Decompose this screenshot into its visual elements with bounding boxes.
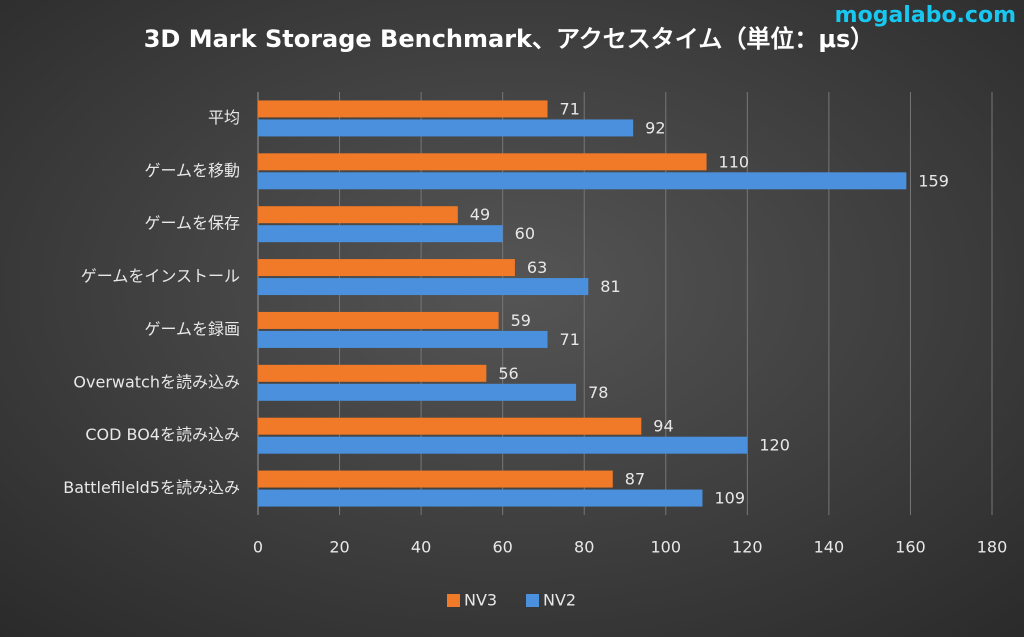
data-label: 59 [511, 311, 531, 330]
x-tick-label: 120 [732, 538, 763, 557]
bar [258, 206, 458, 224]
y-tick-label: ゲームをインストール [81, 267, 240, 286]
data-label: 120 [759, 436, 790, 455]
bar [258, 383, 577, 401]
data-label: 94 [653, 417, 673, 436]
data-label: 109 [714, 489, 745, 508]
data-label: 159 [918, 171, 949, 190]
bar [258, 364, 487, 382]
legend-label: NV2 [543, 591, 576, 610]
chart-title: 3D Mark Storage Benchmark、アクセスタイム（単位：μs） [144, 25, 875, 53]
x-tick-label: 180 [977, 538, 1008, 557]
bar [258, 172, 907, 190]
y-tick-label: ゲームを移動 [144, 161, 240, 180]
bar [258, 225, 503, 243]
x-tick-label: 60 [492, 538, 512, 557]
x-tick-label: 40 [411, 538, 431, 557]
y-tick-label: Overwatchを読み込み [73, 372, 240, 391]
watermark: mogalabo.com [835, 3, 1016, 28]
x-tick-label: 100 [651, 538, 682, 557]
bar [258, 311, 499, 329]
bar [258, 153, 707, 171]
x-tick-label: 20 [329, 538, 349, 557]
data-label: 78 [588, 383, 608, 402]
data-label: 81 [600, 277, 620, 296]
data-label: 71 [560, 330, 580, 349]
y-tick-label: ゲームを録画 [144, 319, 240, 338]
data-label: 49 [470, 205, 490, 224]
legend-swatch [526, 594, 539, 607]
data-label: 92 [645, 118, 665, 137]
legend-label: NV3 [464, 591, 497, 610]
bar [258, 470, 613, 488]
x-tick-label: 80 [574, 538, 594, 557]
x-tick-label: 140 [814, 538, 845, 557]
y-tick-label: 平均 [208, 108, 240, 127]
bar [258, 489, 703, 507]
y-tick-label: COD BO4を読み込み [85, 425, 240, 444]
bar [258, 119, 634, 137]
bar [258, 417, 642, 435]
data-label: 110 [719, 152, 750, 171]
bar [258, 330, 548, 348]
y-tick-label: Battlefileld5を読み込み [63, 478, 240, 497]
data-label: 60 [515, 224, 535, 243]
data-label: 87 [625, 470, 645, 489]
bar [258, 278, 589, 296]
legend-swatch [447, 594, 460, 607]
bar [258, 259, 515, 277]
x-tick-label: 160 [895, 538, 926, 557]
bar [258, 100, 548, 118]
data-label: 63 [527, 258, 547, 277]
data-label: 71 [560, 99, 580, 118]
bar [258, 436, 748, 454]
data-label: 56 [498, 364, 518, 383]
y-tick-label: ゲームを保存 [144, 214, 240, 233]
x-tick-label: 0 [253, 538, 263, 557]
